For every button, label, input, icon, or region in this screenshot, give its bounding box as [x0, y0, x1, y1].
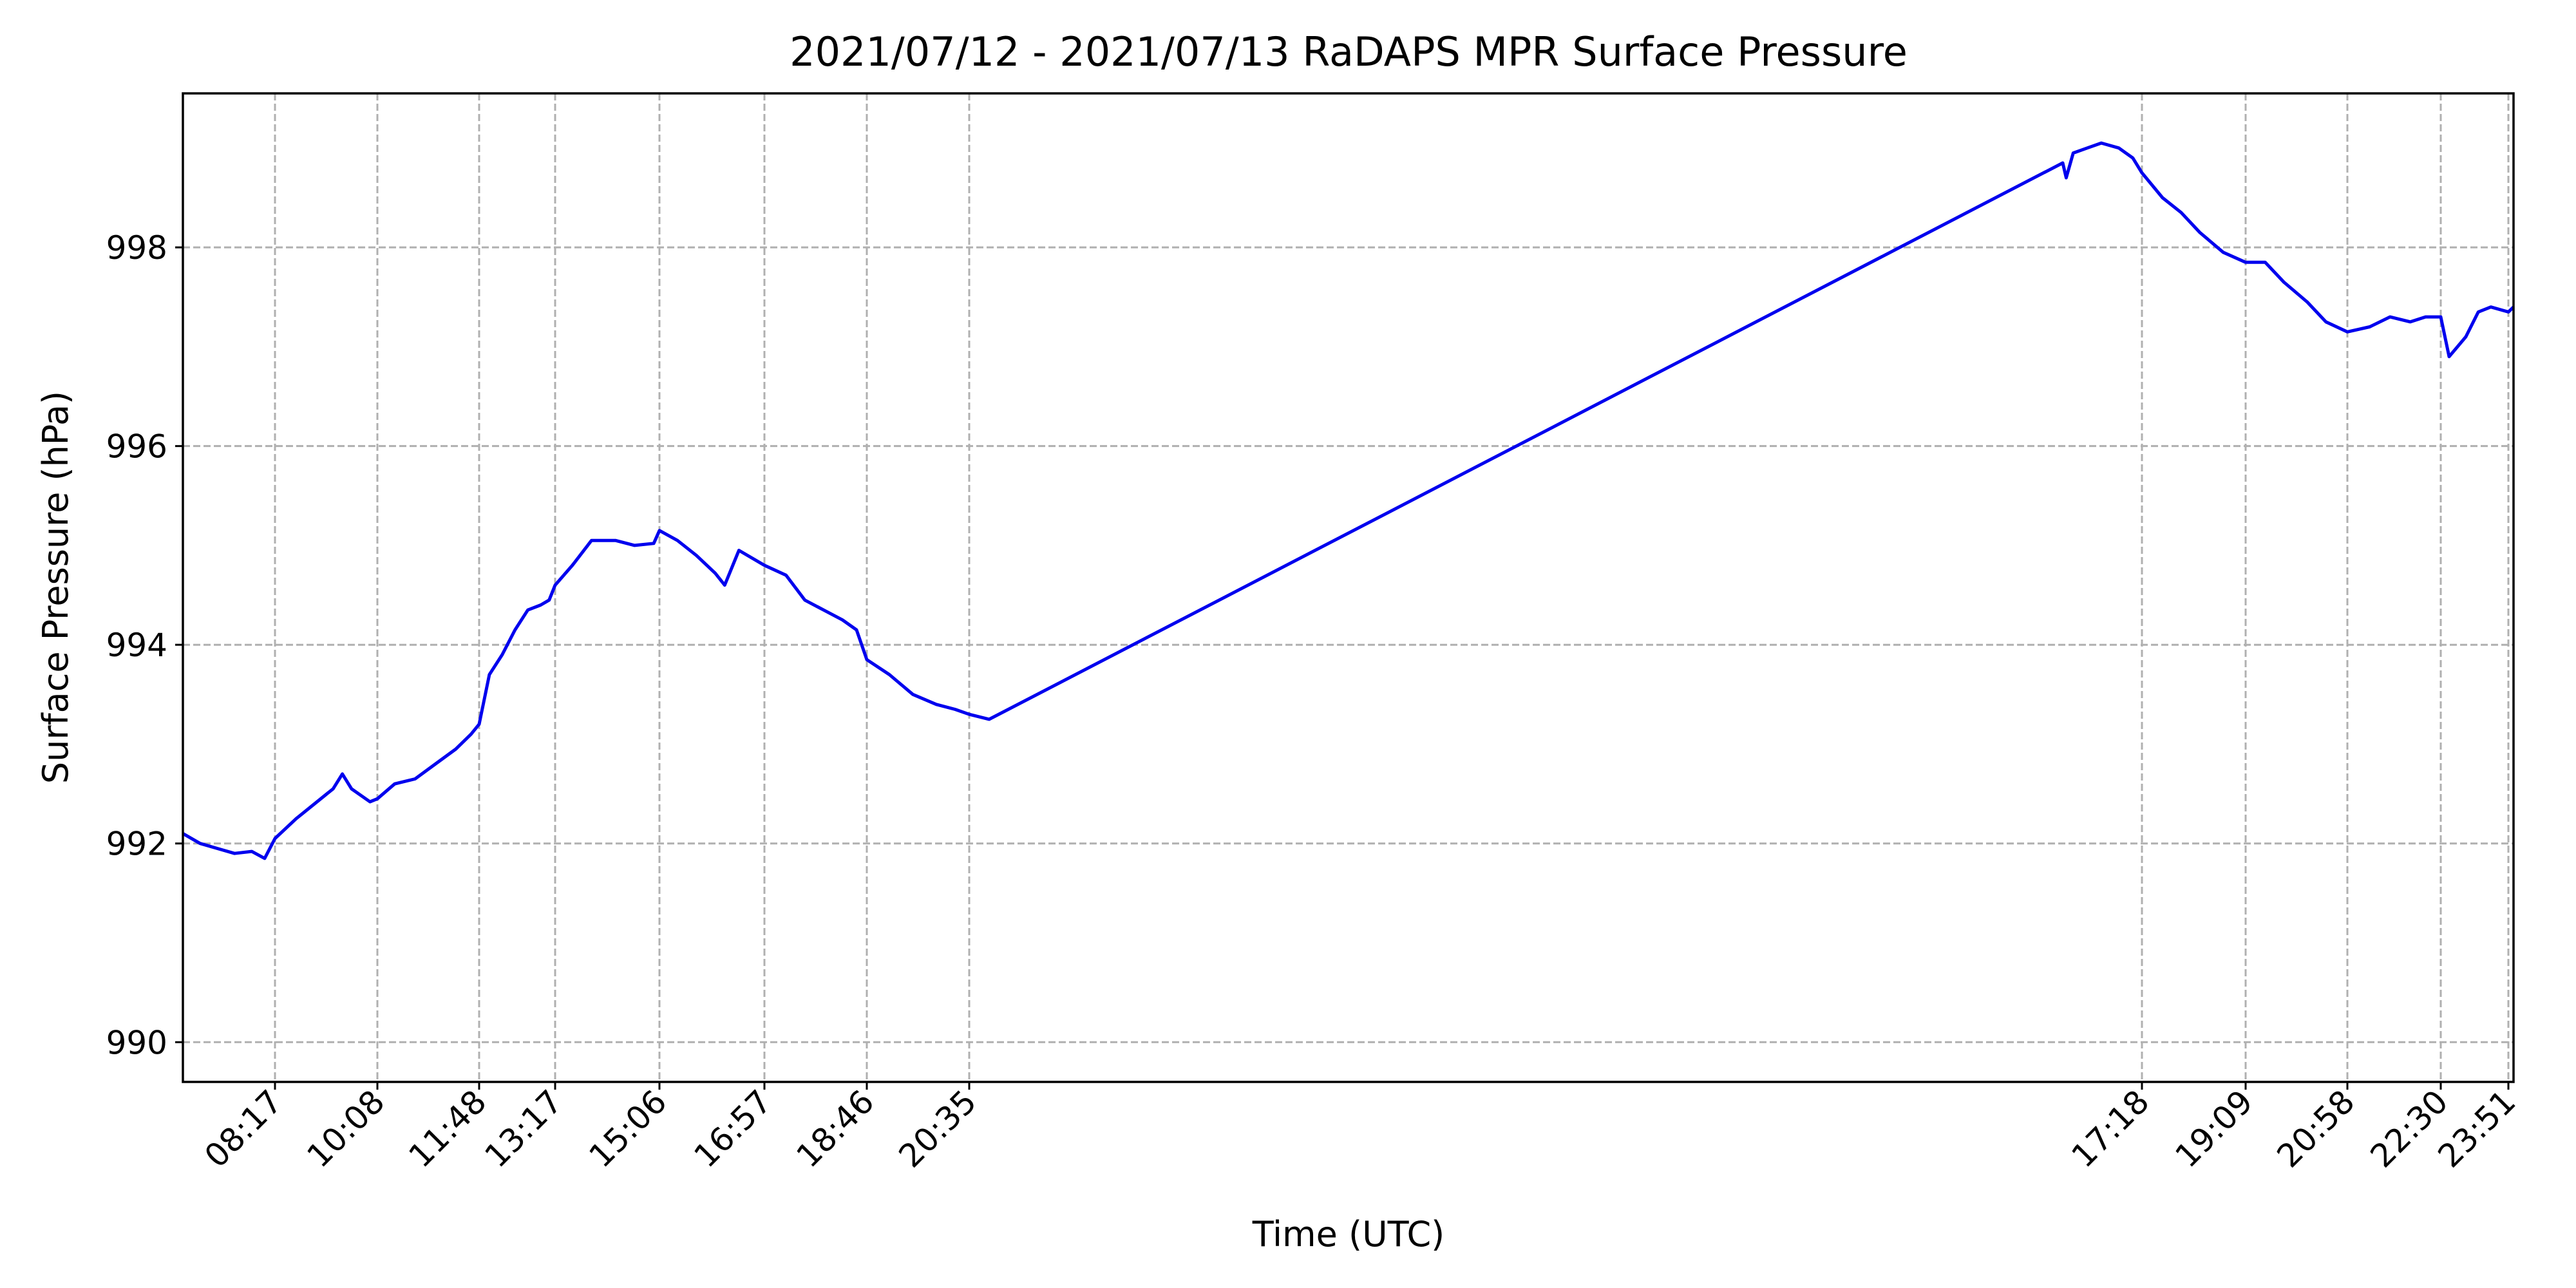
y-tick-label: 990: [106, 1024, 167, 1061]
x-axis-label: Time (UTC): [1252, 1214, 1445, 1255]
chart-title: 2021/07/12 - 2021/07/13 RaDAPS MPR Surfa…: [790, 28, 1908, 75]
pressure-series-line: [182, 141, 2515, 860]
y-tick-label: 996: [106, 428, 167, 466]
y-tick-label: 992: [106, 826, 167, 863]
y-axis-ticks: 990 992 994 996 998: [106, 229, 183, 1061]
series-layer: [182, 141, 2515, 860]
y-axis-label: Surface Pressure (hPa): [35, 391, 76, 784]
y-tick-label: 998: [106, 229, 167, 267]
plot-frame: [182, 92, 2515, 1083]
y-tick-label: 994: [106, 627, 167, 664]
grid-lines: [183, 93, 2514, 1082]
